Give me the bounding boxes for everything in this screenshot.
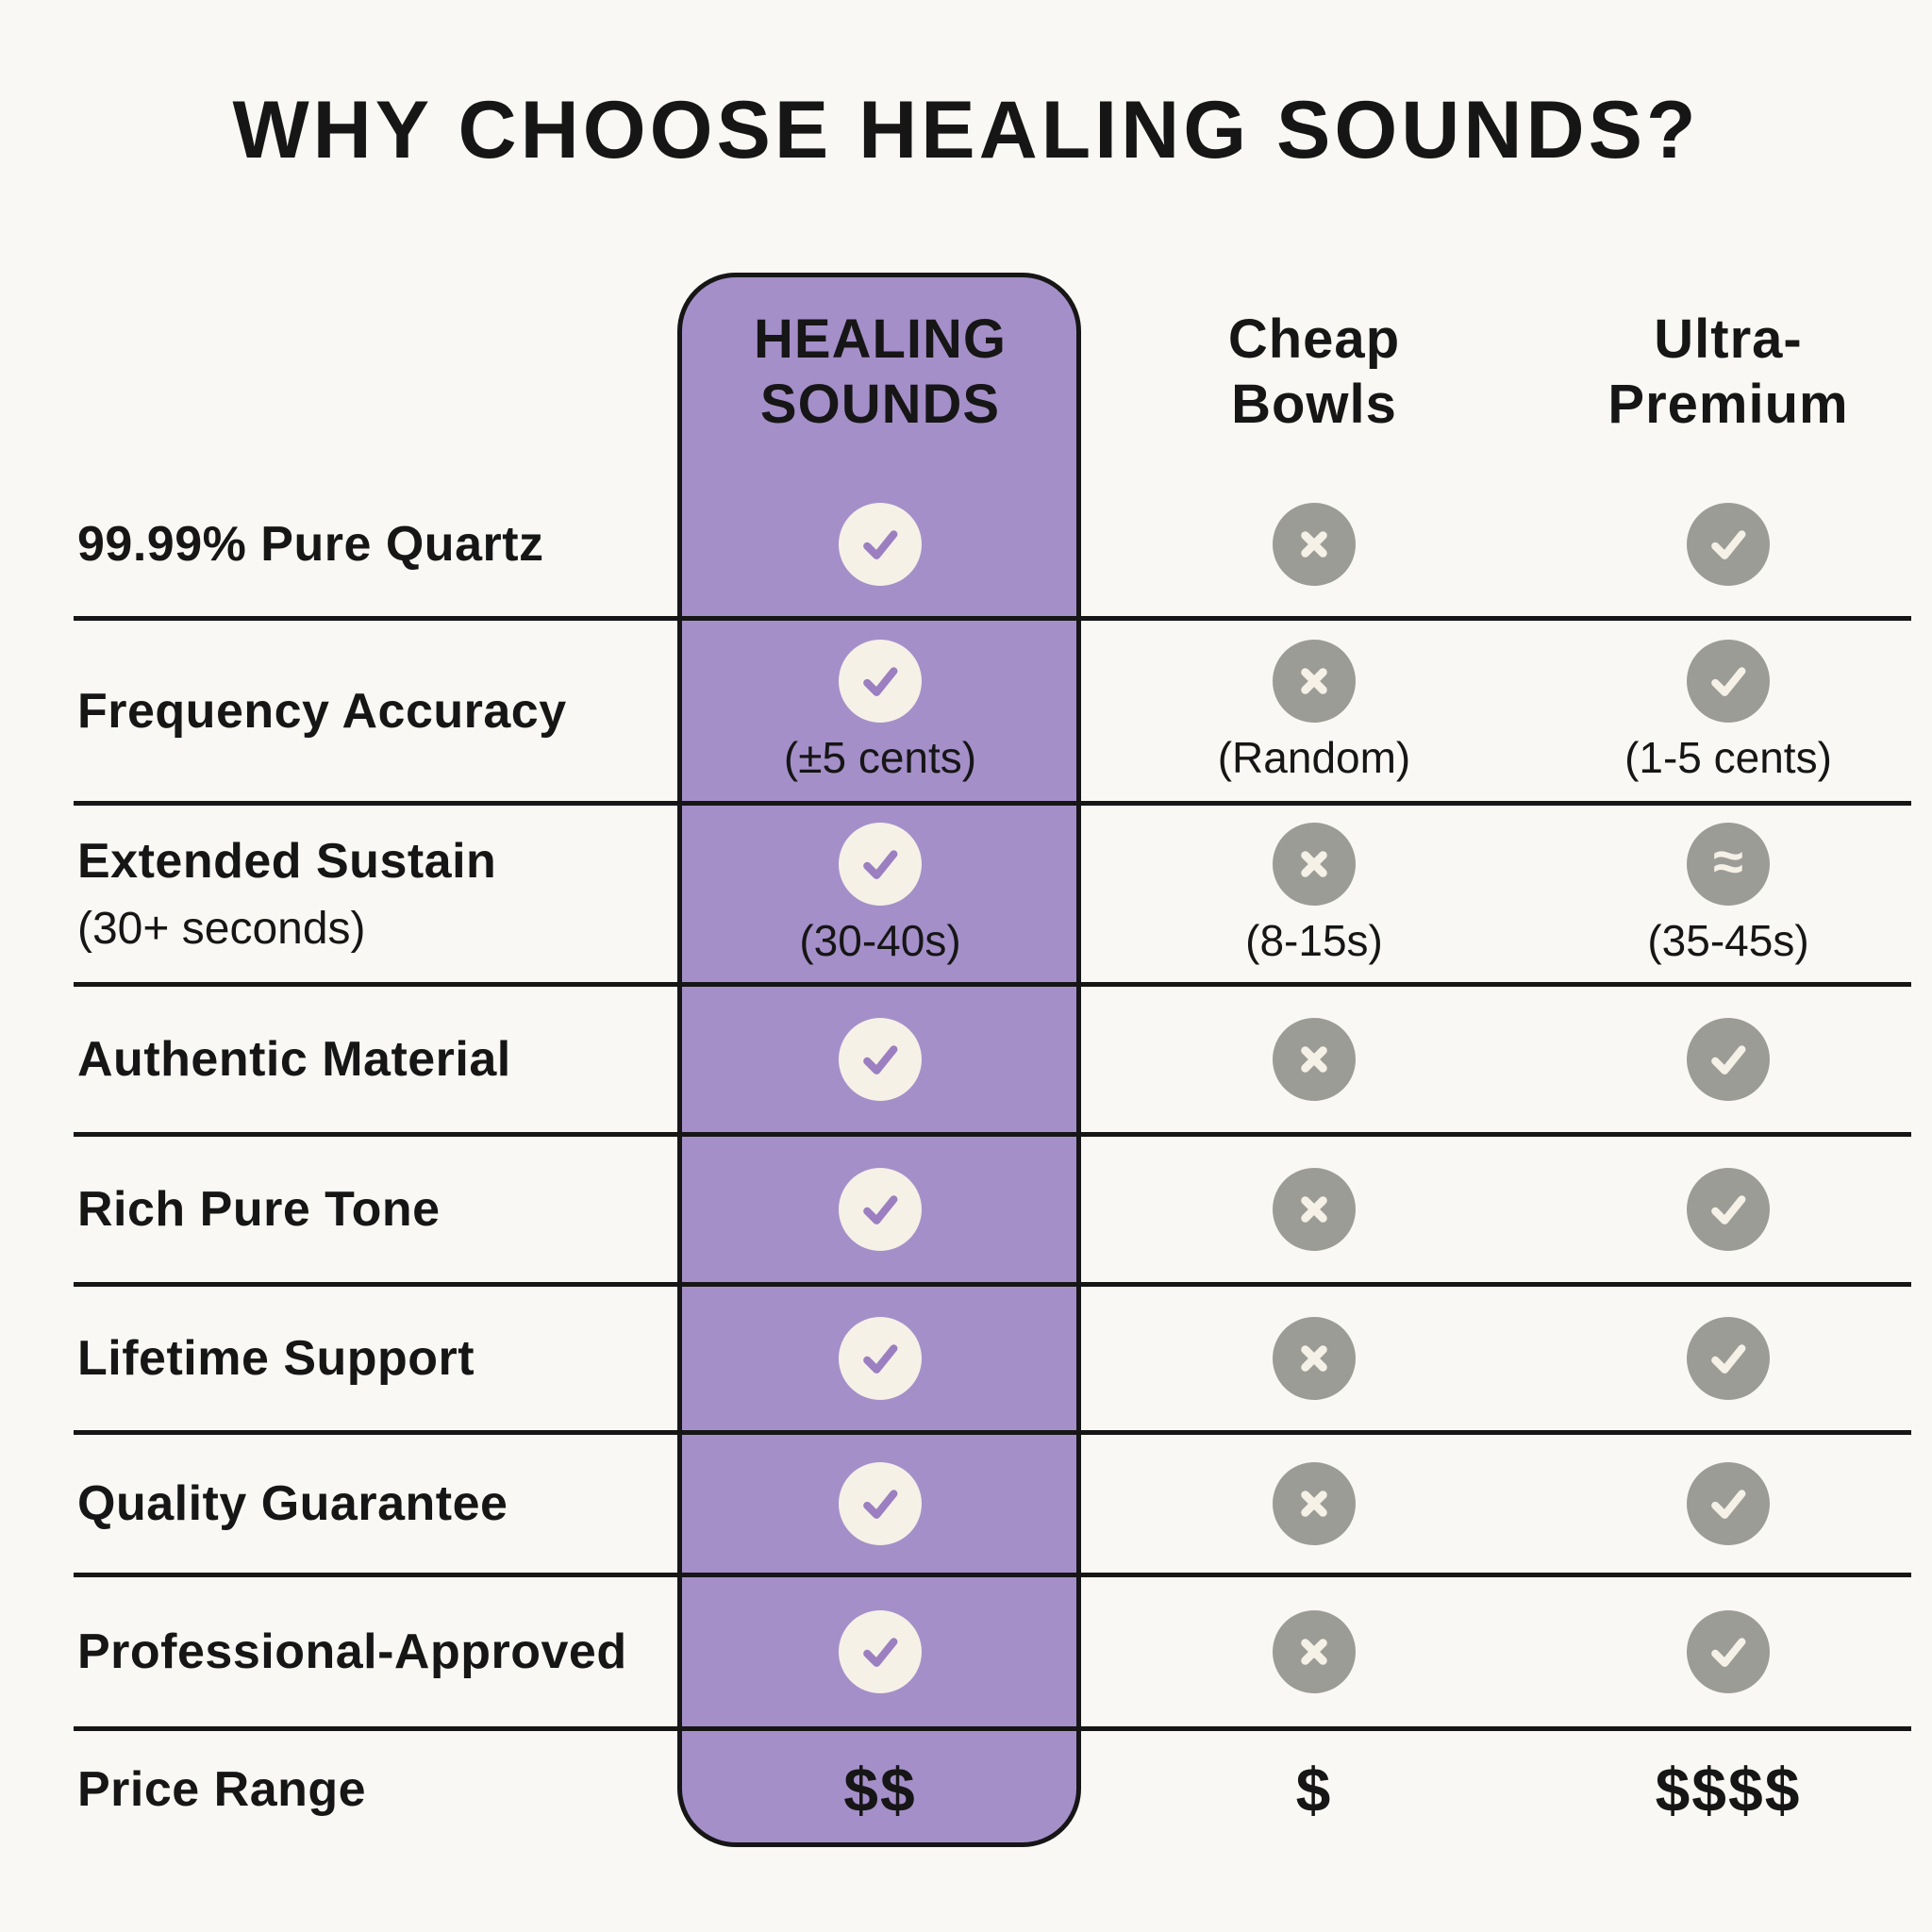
cell-cheap-bowls: (Random) [1083, 621, 1545, 801]
row-label: Professional-Approved [77, 1624, 627, 1679]
cell-healing-sounds [677, 1287, 1083, 1430]
price-value: $$$$ [1655, 1754, 1802, 1824]
row-label-cell: Rich Pure Tone [74, 1137, 677, 1282]
table-row: Professional-Approved [74, 1577, 1911, 1731]
x-mark-icon [1273, 1610, 1356, 1693]
cell-ultra-premium [1545, 1287, 1911, 1430]
comparison-table: HEALING SOUNDS Cheap Bowls Ultra- Premiu… [74, 273, 1911, 1847]
check-icon [1687, 1317, 1770, 1400]
check-icon [1687, 1018, 1770, 1101]
table-row: Frequency Accuracy (±5 cents) (Random) (… [74, 621, 1911, 806]
x-mark-icon [1273, 822, 1356, 906]
table-row: Lifetime Support [74, 1287, 1911, 1435]
page-title: WHY CHOOSE HEALING SOUNDS? [232, 85, 1700, 175]
x-mark-icon [1273, 1317, 1356, 1400]
row-label-cell: 99.99% Pure Quartz [74, 472, 677, 616]
cell-note: (1-5 cents) [1624, 732, 1832, 782]
cell-healing-sounds [677, 1137, 1083, 1282]
table-row: Authentic Material [74, 987, 1911, 1137]
cell-ultra-premium [1545, 1435, 1911, 1573]
x-mark-icon [1273, 1168, 1356, 1251]
row-label-cell: Quality Guarantee [74, 1435, 677, 1573]
check-icon [1687, 1462, 1770, 1545]
check-icon [1687, 502, 1770, 586]
cell-note: (8-15s) [1245, 915, 1383, 965]
table-row: Extended Sustain (30+ seconds) (30-40s) … [74, 806, 1911, 987]
cell-healing-sounds: $$ [677, 1731, 1083, 1847]
cell-cheap-bowls [1083, 472, 1545, 616]
check-icon [839, 639, 922, 723]
cell-cheap-bowls: $ [1083, 1731, 1545, 1847]
price-value: $ [1295, 1754, 1333, 1824]
row-label: Frequency Accuracy [77, 683, 567, 739]
row-label-cell: Frequency Accuracy [74, 621, 677, 801]
x-mark-icon [1273, 1462, 1356, 1545]
column-header-healing-sounds: HEALING SOUNDS [754, 308, 1007, 435]
table-row: Quality Guarantee [74, 1435, 1911, 1577]
table-header-row: HEALING SOUNDS Cheap Bowls Ultra- Premiu… [74, 273, 1911, 472]
row-label: Quality Guarantee [77, 1476, 508, 1531]
cell-ultra-premium: ≈ (35-45s) [1545, 806, 1911, 982]
row-label-cell: Professional-Approved [74, 1577, 677, 1726]
cell-cheap-bowls [1083, 987, 1545, 1132]
check-icon [839, 502, 922, 586]
cell-ultra-premium [1545, 1137, 1911, 1282]
table-row: Price Range $$ $ $$$$ [74, 1731, 1911, 1847]
row-label-cell: Lifetime Support [74, 1287, 677, 1430]
cell-ultra-premium [1545, 1577, 1911, 1726]
row-label: Lifetime Support [77, 1331, 475, 1386]
row-label-cell: Authentic Material [74, 987, 677, 1132]
price-value: $$ [843, 1754, 917, 1824]
cell-healing-sounds: (±5 cents) [677, 621, 1083, 801]
table-row: Rich Pure Tone [74, 1137, 1911, 1287]
x-mark-icon [1273, 1018, 1356, 1101]
row-label: Rich Pure Tone [77, 1182, 441, 1237]
check-icon [839, 1168, 922, 1251]
check-icon [1687, 1610, 1770, 1693]
cell-healing-sounds [677, 1577, 1083, 1726]
check-icon [839, 822, 922, 906]
row-label: Extended Sustain [77, 834, 497, 889]
cell-cheap-bowls [1083, 1137, 1545, 1282]
table-row: 99.99% Pure Quartz [74, 472, 1911, 621]
cell-cheap-bowls: (8-15s) [1083, 806, 1545, 982]
check-icon [839, 1018, 922, 1101]
row-label: Price Range [77, 1761, 367, 1817]
column-header-ultra-premium: Ultra- Premium [1607, 308, 1849, 435]
row-label-cell: Price Range [74, 1731, 677, 1847]
check-icon [839, 1462, 922, 1545]
row-label: 99.99% Pure Quartz [77, 516, 544, 572]
cell-healing-sounds [677, 472, 1083, 616]
cell-note: (Random) [1217, 732, 1411, 782]
check-icon [1687, 1168, 1770, 1251]
cell-note: (±5 cents) [783, 732, 977, 782]
row-sublabel: (30+ seconds) [77, 904, 366, 954]
cell-healing-sounds [677, 1435, 1083, 1573]
cell-ultra-premium [1545, 472, 1911, 616]
row-label: Authentic Material [77, 1032, 511, 1087]
x-mark-icon [1273, 502, 1356, 586]
x-mark-icon [1273, 639, 1356, 723]
cell-healing-sounds: (30-40s) [677, 806, 1083, 982]
cell-ultra-premium: $$$$ [1545, 1731, 1911, 1847]
cell-note: (35-45s) [1647, 915, 1809, 965]
header-spacer [74, 273, 677, 472]
check-icon [839, 1317, 922, 1400]
cell-cheap-bowls [1083, 1577, 1545, 1726]
cell-healing-sounds [677, 987, 1083, 1132]
cell-note: (30-40s) [799, 915, 961, 965]
column-header-cheap-bowls: Cheap Bowls [1227, 308, 1401, 435]
approximately-equal-icon: ≈ [1687, 822, 1770, 906]
cell-cheap-bowls [1083, 1435, 1545, 1573]
row-label-cell: Extended Sustain (30+ seconds) [74, 806, 677, 982]
cell-ultra-premium [1545, 987, 1911, 1132]
cell-ultra-premium: (1-5 cents) [1545, 621, 1911, 801]
cell-cheap-bowls [1083, 1287, 1545, 1430]
check-icon [1687, 639, 1770, 723]
check-icon [839, 1610, 922, 1693]
